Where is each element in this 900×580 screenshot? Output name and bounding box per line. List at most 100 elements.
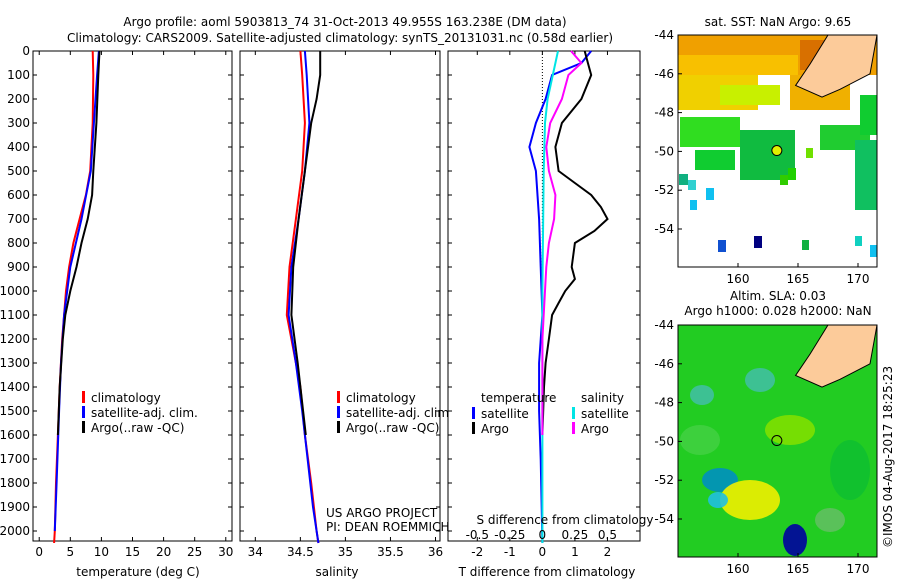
- float-position-marker: [771, 145, 783, 157]
- y-tick-label: 1400: [0, 380, 30, 394]
- float-position-marker: [771, 435, 783, 447]
- legend-swatch: [337, 421, 340, 433]
- sla-blob: [680, 425, 720, 455]
- x-tick-label: 2: [604, 545, 612, 559]
- title-line1: Argo profile: aoml 5903813_74 31-Oct-201…: [123, 15, 566, 29]
- x-tick-label: 10: [94, 545, 109, 559]
- map-field: [678, 325, 877, 557]
- x-tick-label: -2: [471, 545, 483, 559]
- x-tick-label: 0: [539, 545, 547, 559]
- t-diff-axis-label: T difference from climatology: [458, 565, 636, 579]
- lon-tick-label: 170: [847, 562, 870, 576]
- difference-panel: -2 -1 0 1 2 -0.5 -0.25 0 0.25 0.5 temperature salin…: [447, 50, 641, 559]
- y-tick-label: 900: [7, 260, 30, 274]
- lat-tick-label: -46: [654, 357, 674, 371]
- lat-tick-label: -50: [654, 144, 674, 158]
- sst-cell: [695, 150, 735, 170]
- s-tick-label: -0.25: [494, 528, 525, 542]
- sla-blob: [830, 440, 870, 500]
- temperature-panel: 0 5 10 15 20 25 300100200300400500600700800900…: [0, 44, 233, 559]
- title-line2: Climatology: CARS2009. Satellite-adjuste…: [67, 31, 613, 45]
- legend-label: satellite-adj. clim.: [91, 406, 198, 420]
- y-tick-label: 800: [7, 236, 30, 250]
- legend-swatch: [82, 391, 85, 403]
- x-tick-label: 34: [248, 545, 263, 559]
- lat-tick-label: -44: [654, 28, 674, 42]
- y-tick-label: 1600: [0, 428, 30, 442]
- sst-cell: [855, 236, 862, 246]
- x-tick-label: 25: [187, 545, 202, 559]
- y-tick-label: 1000: [0, 284, 30, 298]
- s-tick-label: 0: [539, 528, 547, 542]
- y-tick-label: 1800: [0, 476, 30, 490]
- sla-map: 160 165 170 -44 -46 -48 -50 -52 -54: [654, 318, 878, 576]
- y-tick-label: 500: [7, 164, 30, 178]
- sst-cell: [740, 130, 795, 180]
- y-tick-label: 1700: [0, 452, 30, 466]
- legend-swatch: [337, 406, 340, 418]
- y-tick-label: 200: [7, 92, 30, 106]
- sst-cell: [860, 95, 877, 135]
- y-tick-label: 300: [7, 116, 30, 130]
- x-tick-label: 15: [125, 545, 140, 559]
- sla-blob: [720, 480, 780, 520]
- legend-swatch: [572, 422, 575, 434]
- legend-swatch: [82, 406, 85, 418]
- y-tick-label: 2000: [0, 524, 30, 538]
- lat-tick-label: -54: [654, 222, 674, 236]
- salinity-panel: 34 34.5 35 35.5 36 climatologysatellite-adj. …: [239, 50, 453, 559]
- legend-swatch: [337, 391, 340, 403]
- sst-cell: [688, 180, 696, 190]
- legend-title: salinity: [581, 391, 624, 405]
- sla-blob: [815, 508, 845, 532]
- pi-label: PI: DEAN ROEMMICH: [326, 520, 449, 534]
- project-label: US ARGO PROJECT: [326, 506, 438, 520]
- y-tick-label: 100: [7, 68, 30, 82]
- legend-label: Argo(..raw -QC): [91, 421, 184, 435]
- sst-cell: [706, 188, 714, 200]
- watermark: ©IMOS 04-Aug-2017 18:25:23: [881, 366, 895, 548]
- sla-blob: [783, 524, 807, 556]
- legend-label: climatology: [91, 391, 161, 405]
- legend-label: satellite: [481, 407, 529, 421]
- land-new-zealand: [794, 35, 877, 98]
- series-line-satellite-adj-clim-: [287, 50, 320, 544]
- plot-frame: [32, 50, 233, 542]
- lat-tick-label: -44: [654, 318, 674, 332]
- legend-label: Argo: [481, 422, 509, 436]
- sst-cell: [680, 117, 740, 147]
- x-tick-label: 20: [156, 545, 171, 559]
- y-tick-label: 600: [7, 188, 30, 202]
- legend-label: Argo: [581, 422, 609, 436]
- legend-label: Argo(..raw -QC): [346, 421, 439, 435]
- legend-swatch: [472, 422, 475, 434]
- sst-cell: [806, 148, 813, 158]
- sla-map-title-1: Altim. SLA: 0.03: [730, 289, 826, 303]
- lon-tick-label: 160: [727, 272, 750, 286]
- x-tick-label: 5: [66, 545, 74, 559]
- y-tick-label: 0: [22, 44, 30, 58]
- sst-map-title: sat. SST: NaN Argo: 9.65: [705, 15, 852, 29]
- plot-frame: [239, 50, 441, 542]
- sst-cell: [788, 168, 796, 180]
- sst-cell: [679, 174, 688, 185]
- lat-tick-label: -54: [654, 512, 674, 526]
- y-tick-label: 1900: [0, 500, 30, 514]
- sla-blob: [690, 385, 714, 405]
- sst-cell: [678, 55, 798, 75]
- sla-map-title-2: Argo h1000: 0.028 h2000: NaN: [684, 304, 871, 318]
- y-tick-label: 1100: [0, 308, 30, 322]
- sst-cell: [870, 245, 877, 257]
- x-tick-label: 0: [35, 545, 43, 559]
- lat-tick-label: -52: [654, 183, 674, 197]
- salinity-axis-label: salinity: [315, 565, 358, 579]
- sst-cell: [802, 240, 809, 250]
- series-line-s-argo: [541, 50, 583, 435]
- sst-cell: [780, 175, 788, 185]
- legend-swatch: [572, 407, 575, 419]
- sst-cell: [855, 140, 877, 210]
- sla-blob: [765, 415, 815, 445]
- x-tick-label: 1: [571, 545, 579, 559]
